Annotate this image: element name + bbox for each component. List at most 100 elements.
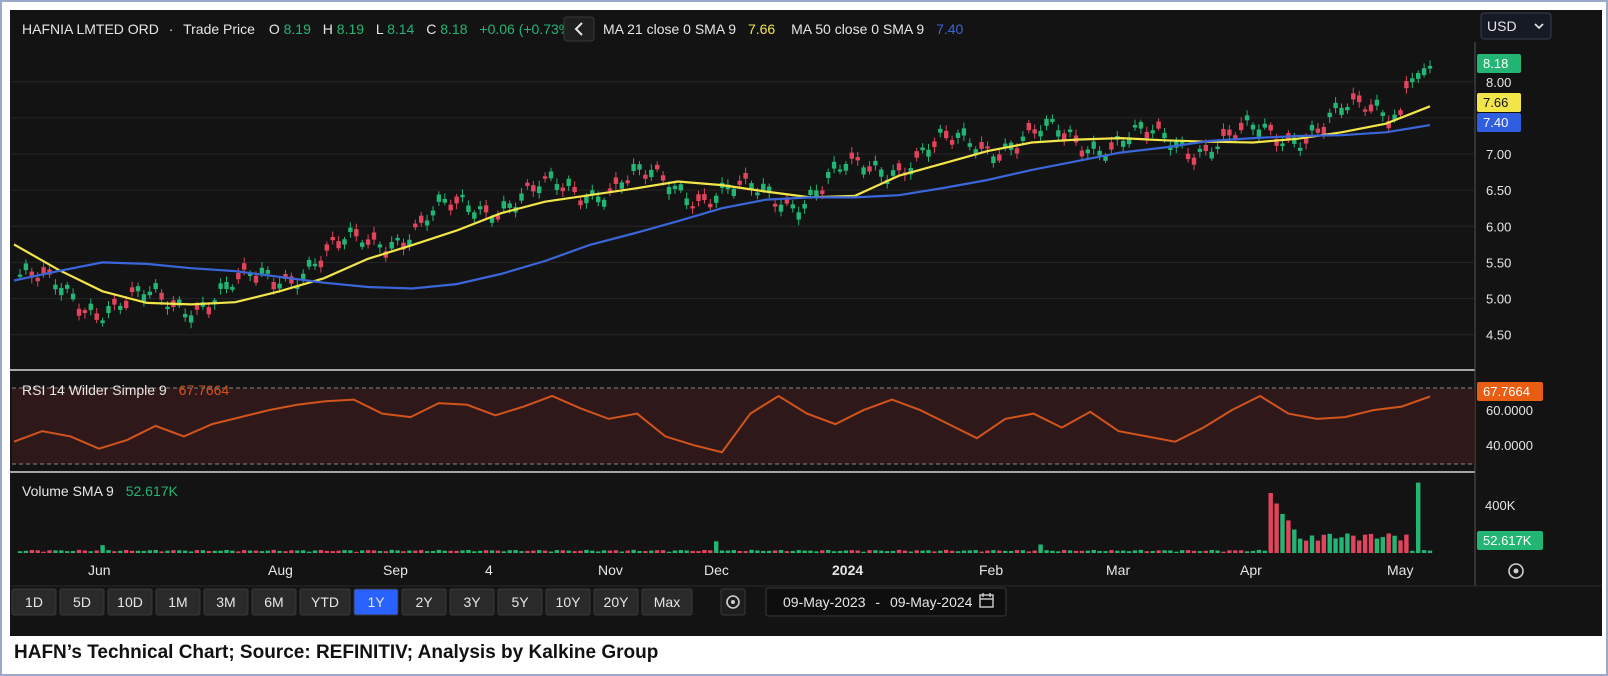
candle-body [1097, 150, 1102, 156]
candle-body [224, 282, 229, 289]
volume-bar [1191, 550, 1197, 553]
volume-bar [306, 551, 312, 553]
volume-bar [778, 550, 784, 553]
collapse-legend-button[interactable] [563, 16, 595, 42]
range-button-5d[interactable]: 5D [59, 588, 105, 616]
range-button-5y[interactable]: 5Y [497, 588, 543, 616]
volume-bar [312, 550, 318, 553]
range-button-ytd[interactable]: YTD [299, 588, 351, 616]
currency-select[interactable]: USD [1480, 12, 1552, 40]
volume-bar [944, 549, 949, 553]
candle-body [749, 183, 754, 191]
ma21-label: MA 21 close 0 SMA 9 [603, 21, 736, 37]
time-tick-label: Jun [88, 562, 111, 578]
range-button-20y[interactable]: 20Y [593, 588, 639, 616]
range-button-1m[interactable]: 1M [155, 588, 201, 616]
candle-body [607, 188, 613, 192]
candle-body [17, 274, 23, 277]
range-button-3m[interactable]: 3M [203, 588, 249, 616]
gear-icon [1508, 563, 1524, 579]
candle-body [188, 315, 194, 323]
candle-body [483, 205, 489, 213]
volume-bar [1374, 538, 1380, 553]
candle-body [1333, 102, 1338, 109]
price-grid [10, 81, 1475, 336]
candle-body [1357, 95, 1362, 103]
volume-bar [171, 550, 176, 553]
candle-body [1268, 124, 1273, 131]
candle-body [1309, 125, 1315, 131]
candle-body [914, 151, 919, 158]
ma21-line [13, 105, 1431, 306]
volume-bar [330, 551, 335, 553]
volume-bar [790, 550, 795, 553]
candle-body [1121, 140, 1126, 147]
candle-body [253, 275, 259, 283]
candle-body [413, 223, 418, 228]
price-tick-label: 5.00 [1486, 292, 1511, 307]
volume-bar [436, 549, 442, 553]
volume-bar [578, 550, 583, 553]
volume-bar [1292, 529, 1297, 553]
volume-bar [1392, 535, 1397, 553]
candle-body [1262, 123, 1267, 128]
candle-body [454, 196, 459, 204]
volume-bar [124, 550, 129, 553]
volume-bar [649, 550, 654, 553]
volume-bar [879, 550, 884, 553]
last-price-badge [1477, 54, 1521, 73]
candle-body [714, 195, 719, 203]
candle-body [896, 163, 902, 171]
low-label: L [376, 21, 384, 37]
volume-bar [1250, 550, 1256, 553]
volume-bar [678, 550, 683, 553]
candle-body [566, 178, 571, 186]
range-button-label: 3M [216, 594, 235, 610]
volume-bar [914, 550, 919, 553]
range-button-3y[interactable]: 3Y [449, 588, 495, 616]
chart-settings-button[interactable] [1508, 563, 1524, 579]
volume-bar [1109, 550, 1114, 553]
volume-bar [1380, 537, 1385, 553]
volume-bar [660, 550, 666, 553]
candle-body [837, 169, 843, 172]
volume-bar [371, 550, 377, 553]
date-range-picker[interactable]: 09-May-2023 - 09-May-2024 [765, 587, 1007, 617]
range-button-1d[interactable]: 1D [11, 588, 57, 616]
volume-bar [1085, 550, 1090, 553]
candle-body [755, 192, 760, 196]
ma50-badge [1477, 113, 1521, 132]
volume-bar [631, 549, 636, 553]
range-button-6m[interactable]: 6M [251, 588, 297, 616]
candle-body [424, 220, 430, 226]
volume-bar [997, 550, 1002, 553]
volume-bar [967, 550, 972, 553]
range-button-label: 20Y [604, 594, 630, 610]
candle-body [708, 203, 713, 208]
range-button-max[interactable]: Max [641, 588, 693, 616]
price-type: Trade Price [183, 21, 255, 37]
volume-bar [743, 551, 748, 553]
range-button-10y[interactable]: 10Y [545, 588, 591, 616]
range-button-2y[interactable]: 2Y [401, 588, 447, 616]
volume-bar [112, 551, 117, 553]
candle-body [76, 308, 82, 316]
candle-body [88, 303, 93, 311]
volume-bar [507, 550, 512, 553]
candle-body [961, 128, 967, 136]
candle-body [1339, 107, 1344, 115]
candle-body [112, 298, 117, 305]
rsi-tick-label: 40.0000 [1486, 438, 1533, 453]
volume-bar [666, 551, 672, 553]
range-button-label: 6M [264, 594, 283, 610]
rsi-tick-label: 60.0000 [1486, 403, 1533, 418]
candle-body [790, 204, 795, 209]
volume-bar [749, 549, 754, 553]
range-button-1y[interactable]: 1Y [353, 588, 399, 616]
time-tick-label: 2024 [832, 562, 863, 578]
time-tick-label: Sep [383, 562, 408, 578]
volume-bar [973, 550, 978, 553]
range-button-10d[interactable]: 10D [107, 588, 153, 616]
high-value: 8.19 [337, 21, 364, 37]
range-settings-button[interactable] [720, 588, 746, 616]
